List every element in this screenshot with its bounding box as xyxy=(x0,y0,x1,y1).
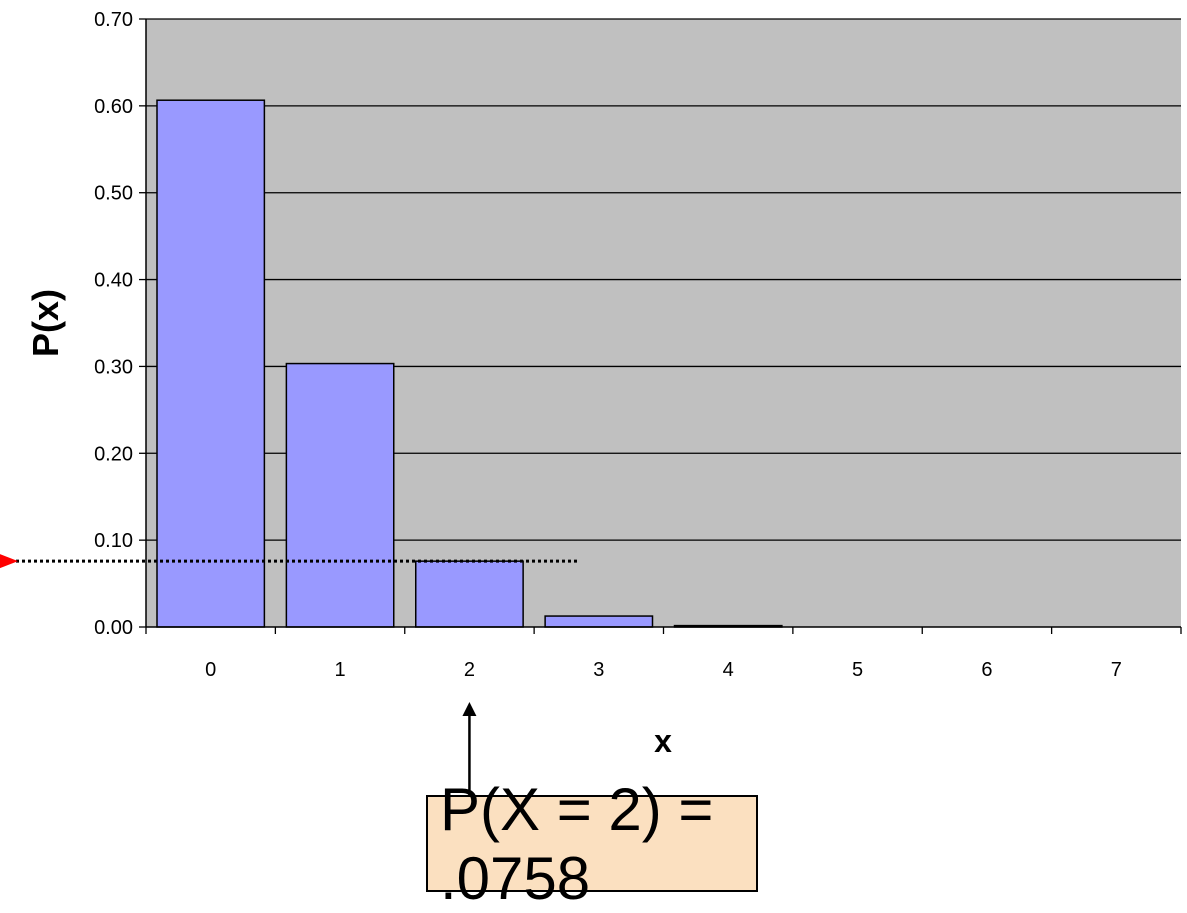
x-tick-label: 3 xyxy=(593,659,604,681)
y-tick-label: 0.40 xyxy=(94,270,133,292)
x-tick-label: 5 xyxy=(852,659,863,681)
probability-callout: P(X = 2) = .0758 xyxy=(426,776,758,912)
y-tick-label: 0.70 xyxy=(94,9,133,31)
value-marker xyxy=(0,554,580,569)
x-axis: 0 1 2 3 4 5 6 7 xyxy=(145,626,1182,681)
y-axis-label: P(x) xyxy=(25,289,66,357)
bar xyxy=(156,99,266,628)
x-tick-label: 1 xyxy=(335,659,346,681)
x-axis-label: x xyxy=(654,723,672,759)
x-tick-label: 6 xyxy=(981,659,992,681)
y-tick-label: 0.10 xyxy=(94,530,133,552)
y-axis: 0.00 0.10 0.20 0.30 0.40 0.50 0.60 0.70 xyxy=(94,9,147,639)
red-arrow-icon xyxy=(0,554,18,569)
arrow-head-icon xyxy=(462,702,477,716)
y-tick-label: 0.00 xyxy=(94,617,133,639)
bar xyxy=(544,615,654,628)
x-tick-label: 7 xyxy=(1111,659,1122,681)
bar-chart: 0.00 0.10 0.20 0.30 0.40 0.50 0.60 0.70 0 1 2 3 4 5 6… xyxy=(0,9,1182,796)
x-tick-label: 2 xyxy=(464,659,475,681)
y-tick-label: 0.20 xyxy=(94,443,133,465)
x-tick-label: 0 xyxy=(205,659,216,681)
bar xyxy=(285,362,395,628)
y-tick-label: 0.30 xyxy=(94,356,133,378)
y-tick-label: 0.60 xyxy=(94,96,133,118)
x-tick-label: 4 xyxy=(723,659,734,681)
callout-arrow xyxy=(462,702,477,796)
y-tick-label: 0.50 xyxy=(94,183,133,205)
bar xyxy=(414,560,524,628)
